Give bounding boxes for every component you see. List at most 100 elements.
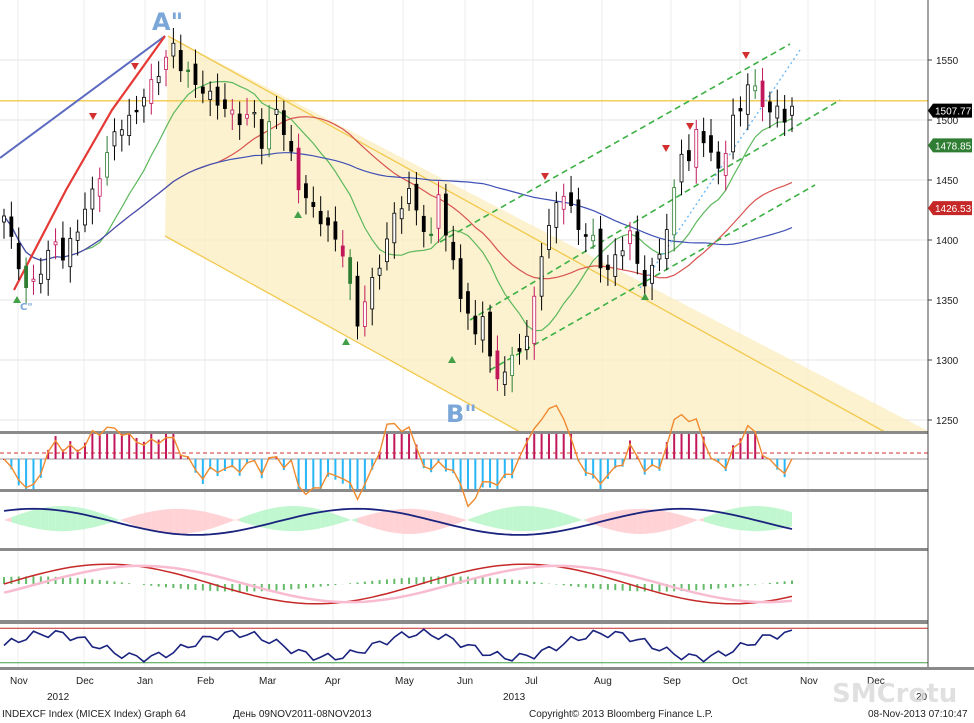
macd-hist-bar bbox=[98, 580, 101, 584]
vol-bar bbox=[47, 449, 50, 459]
candle-body bbox=[436, 194, 441, 229]
candle-body bbox=[716, 151, 721, 169]
macd-hist-bar bbox=[282, 584, 285, 591]
candle-body bbox=[745, 84, 750, 115]
dmi-cloud bbox=[121, 517, 130, 524]
x-tick-label: Feb bbox=[197, 676, 215, 687]
candle-body bbox=[2, 215, 6, 223]
candle-body bbox=[340, 245, 345, 257]
vol-bar bbox=[238, 459, 241, 476]
vol-bar bbox=[525, 437, 528, 459]
candle-body bbox=[46, 250, 51, 280]
vol-bar bbox=[717, 459, 720, 463]
panel-separator bbox=[0, 489, 974, 492]
vol-bar bbox=[371, 459, 374, 470]
macd-hist-bar bbox=[400, 578, 403, 584]
candle-body bbox=[326, 217, 330, 226]
dmi-cloud bbox=[512, 506, 520, 532]
dmi-cloud bbox=[92, 510, 100, 528]
candle-body bbox=[31, 278, 36, 282]
vol-bar bbox=[489, 459, 492, 488]
dmi-cloud bbox=[563, 513, 572, 526]
buy-signal-marker bbox=[13, 296, 21, 303]
macd-hist-bar bbox=[385, 579, 388, 584]
macd-hist-bar bbox=[732, 584, 735, 588]
sell-signal-marker bbox=[89, 113, 97, 120]
vol-bar bbox=[91, 434, 94, 459]
dmi-cloud bbox=[247, 513, 255, 526]
macd-hist-bar bbox=[150, 584, 153, 586]
candle-body bbox=[466, 291, 470, 314]
candle-body bbox=[9, 216, 14, 237]
candle-body bbox=[591, 234, 596, 242]
vol-bar bbox=[142, 441, 145, 459]
macd-hist-bar bbox=[636, 584, 639, 592]
macd-hist-bar bbox=[349, 583, 352, 584]
vol-bar bbox=[444, 459, 447, 472]
vol-bar bbox=[128, 434, 131, 459]
vol-bar bbox=[606, 459, 609, 479]
dmi-cloud bbox=[151, 510, 159, 533]
dmi-cloud bbox=[674, 513, 682, 529]
buy-signal-marker bbox=[448, 356, 456, 363]
vol-bar bbox=[599, 459, 602, 489]
dmi-cloud bbox=[571, 515, 579, 524]
dmi-cloud bbox=[276, 506, 284, 531]
dmi-cloud bbox=[70, 506, 78, 531]
dmi-cloud bbox=[541, 507, 549, 531]
dmi-cloud bbox=[269, 507, 277, 531]
candle-body bbox=[252, 112, 257, 115]
dmi-cloud bbox=[740, 506, 748, 531]
macd-hist-bar bbox=[687, 584, 690, 591]
panel-separator bbox=[0, 620, 974, 623]
candle-body bbox=[510, 354, 515, 376]
dmi-cloud bbox=[725, 508, 734, 530]
vol-bar bbox=[378, 451, 381, 459]
dmi-cloud bbox=[777, 508, 785, 530]
candle-body bbox=[480, 316, 485, 341]
vol-bar bbox=[25, 459, 28, 489]
candle-body bbox=[701, 131, 706, 144]
dmi-cloud bbox=[585, 516, 594, 525]
x-tick-label: Dec bbox=[76, 676, 94, 687]
dmi-cloud bbox=[40, 506, 49, 531]
macd-hist-bar bbox=[246, 584, 249, 592]
dmi-cloud bbox=[136, 513, 144, 529]
x-tick-label: Jan bbox=[137, 676, 153, 687]
sell-signal-marker bbox=[686, 123, 694, 130]
macd-hist-bar bbox=[651, 584, 654, 592]
dmi-cloud bbox=[173, 508, 181, 534]
candle-body bbox=[259, 119, 264, 149]
dmi-cloud bbox=[548, 508, 557, 529]
dmi-cloud bbox=[519, 506, 527, 532]
candle-body bbox=[68, 237, 73, 268]
candle-body bbox=[178, 50, 183, 72]
vol-bar bbox=[776, 459, 779, 470]
candle-body bbox=[53, 241, 58, 246]
candle-body bbox=[24, 265, 28, 289]
y-tick-label: 1350 bbox=[936, 296, 959, 307]
x-tick-label: Aug bbox=[594, 676, 612, 687]
dmi-cloud bbox=[475, 514, 483, 525]
candle-body bbox=[628, 230, 632, 245]
dmi-cloud bbox=[357, 515, 365, 526]
dmi-cloud bbox=[48, 506, 56, 532]
dmi-cloud bbox=[659, 510, 667, 533]
macd-hist-bar bbox=[179, 584, 182, 589]
vol-bar bbox=[349, 459, 352, 489]
vol-bar bbox=[562, 434, 565, 459]
candle-body bbox=[171, 42, 176, 57]
sell-signal-marker bbox=[662, 145, 670, 152]
watermark-text: SMCrotu bbox=[832, 679, 957, 709]
macd-hist-bar bbox=[577, 584, 580, 587]
vol-bar bbox=[319, 459, 322, 489]
candle-body bbox=[399, 208, 404, 220]
x-tick-label: May bbox=[395, 676, 414, 687]
candle-body bbox=[230, 109, 235, 115]
wave-label: A" bbox=[152, 8, 183, 36]
macd-hist-bar bbox=[768, 582, 771, 584]
macd-hist-bar bbox=[10, 576, 13, 584]
vol-bar bbox=[695, 434, 698, 459]
macd-hist-bar bbox=[503, 578, 506, 584]
candle-body bbox=[208, 90, 213, 101]
